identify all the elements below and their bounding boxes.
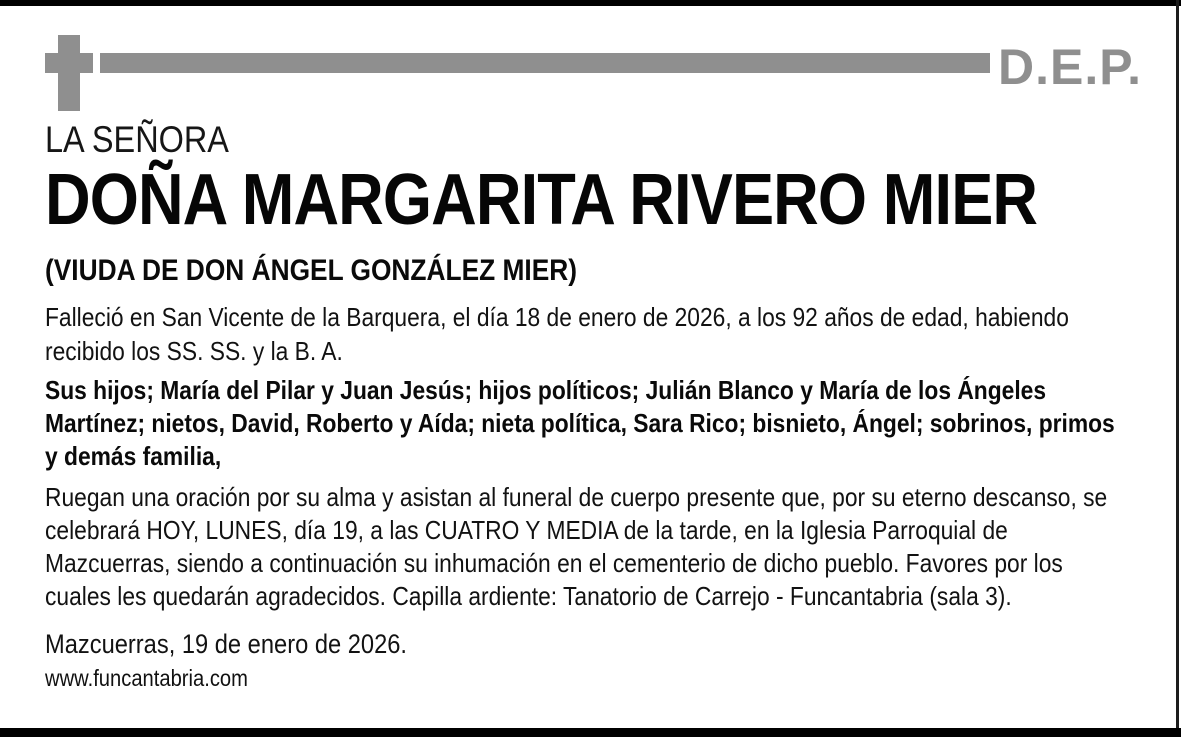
death-details: Falleció en San Vicente de la Barquera, … [45,302,1069,366]
relation-note: (VIUDA DE DON ÁNGEL GONZÁLEZ MIER) [45,254,578,287]
obituary-body: LA SEÑORA DOÑA MARGARITA RIVERO MIER (VI… [45,120,1132,692]
website-link: www.funcantabria.com [45,665,248,691]
frame-right-line [1176,0,1179,737]
family-list: Sus hijos; María del Pilar y Juan Jesús;… [45,375,1115,471]
header-rule [100,53,990,73]
dep-label: D.E.P. [998,39,1143,95]
cross-icon-horizontal-bar [45,53,93,73]
deceased-name: DOÑA MARGARITA RIVERO MIER [45,160,1038,240]
cross-icon-vertical-bar [58,35,80,111]
funeral-announcement: Ruegan una oración por su alma y asistan… [45,482,1108,611]
salutation: LA SEÑORA [45,119,229,160]
cross-icon [45,35,93,111]
frame-top-bar [0,0,1181,6]
place-date: Mazcuerras, 19 de enero de 2026. [45,629,407,659]
frame-bottom-bar [0,728,1181,737]
